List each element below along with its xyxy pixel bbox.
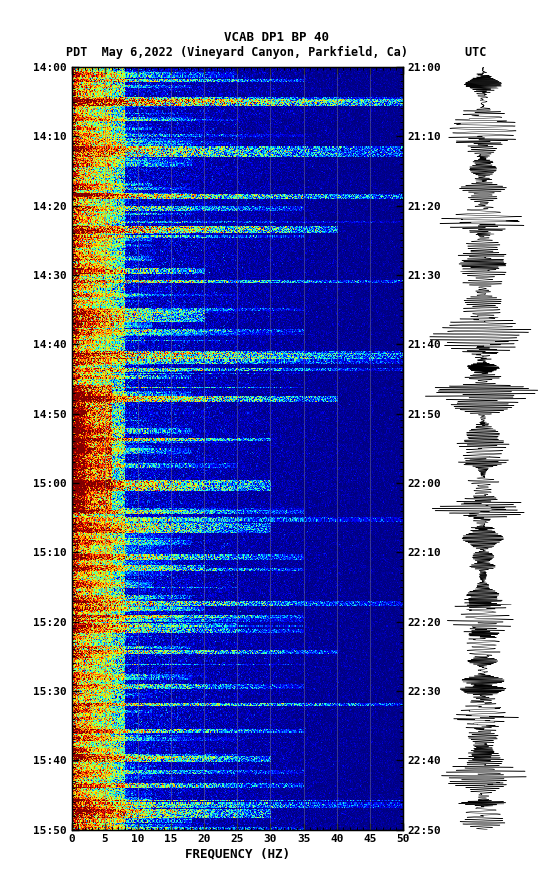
X-axis label: FREQUENCY (HZ): FREQUENCY (HZ) xyxy=(185,847,290,860)
Text: USGS: USGS xyxy=(25,17,52,28)
Text: PDT  May 6,2022 (Vineyard Canyon, Parkfield, Ca)        UTC: PDT May 6,2022 (Vineyard Canyon, Parkfie… xyxy=(66,46,486,60)
Text: VCAB DP1 BP 40: VCAB DP1 BP 40 xyxy=(224,31,328,45)
